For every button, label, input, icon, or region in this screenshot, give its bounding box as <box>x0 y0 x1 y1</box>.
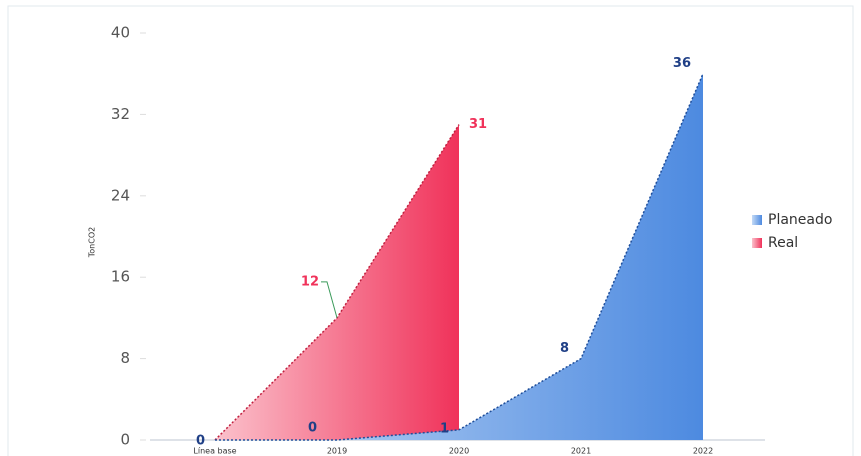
frame <box>7 5 854 456</box>
data-label: 31 <box>469 117 487 132</box>
legend-swatch <box>752 215 762 225</box>
y-tick-label: 40 <box>111 24 130 42</box>
y-tick-label: 24 <box>111 186 130 204</box>
data-label: 0 <box>308 421 317 436</box>
y-tick-label: 8 <box>120 349 130 367</box>
y-tick-label: 0 <box>120 431 130 449</box>
y-tick-label: 16 <box>111 268 130 286</box>
area <box>215 124 459 440</box>
data-label: 0 <box>196 434 205 449</box>
y-tick-label: 32 <box>111 105 130 123</box>
data-label: 1 <box>440 421 449 436</box>
x-tick-label: Línea base <box>193 447 236 456</box>
data-label: 36 <box>673 56 691 71</box>
data-label: 12 <box>301 274 319 289</box>
leader-line <box>321 281 338 319</box>
x-tick-label: 2019 <box>327 447 347 456</box>
legend-swatch <box>752 238 762 248</box>
legend-label: Real <box>768 235 798 251</box>
y-axis-label: TonCO2 <box>88 227 97 258</box>
area-outline <box>215 73 704 441</box>
legend-label: Planeado <box>768 212 832 228</box>
x-tick-label: 2020 <box>449 447 469 456</box>
x-tick-label: 2022 <box>693 447 713 456</box>
area <box>215 73 703 440</box>
data-label: 8 <box>560 341 569 356</box>
x-tick-label: 2021 <box>571 447 591 456</box>
